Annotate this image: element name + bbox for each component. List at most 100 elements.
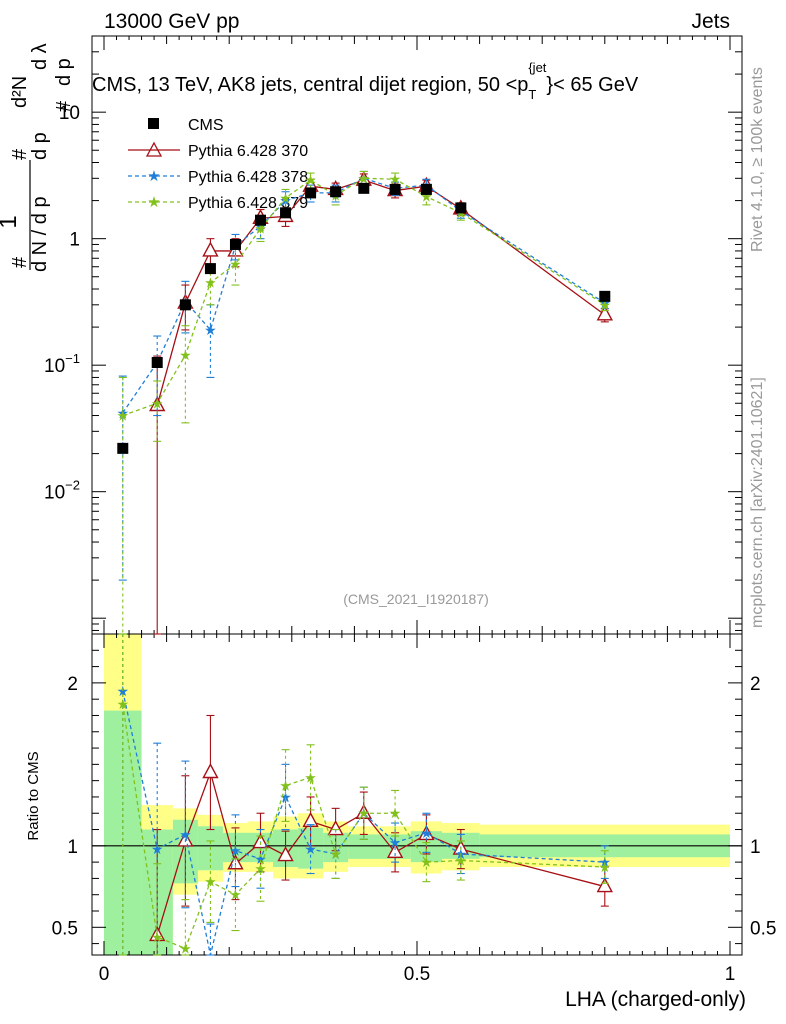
main-series-3-point: ★	[204, 275, 217, 291]
main-series-cms-point	[455, 202, 467, 214]
main-series-3-point: ★	[304, 172, 317, 188]
ratio-series-2-point: ★	[204, 874, 217, 890]
ylabel-dlam: d λ	[29, 43, 51, 70]
ratio-y-tick-label-right: 0.5	[750, 918, 776, 939]
main-y-tick-label: 1	[69, 230, 80, 251]
header-right: Jets	[691, 10, 730, 33]
ylabel-hash: #	[9, 256, 31, 268]
x-axis-label: LHA (charged-only)	[565, 988, 746, 1011]
main-series-1-line	[156, 179, 606, 406]
ylabel-dpt: d p	[29, 132, 51, 160]
legend-marker-370	[145, 141, 163, 157]
ratio-band-inner-9	[348, 834, 380, 859]
x-tick-label: 0.5	[404, 964, 430, 985]
main-ylabel: 1 # d N / d p # d²N d p # d p d λ	[0, 43, 75, 272]
ratio-series-2-point: ★	[229, 887, 242, 903]
ratio-series-1-point: ★	[151, 841, 164, 857]
main-series-2-line	[122, 177, 606, 414]
ylabel-hash2: #	[9, 148, 31, 160]
side-rivet: Rivet 4.1.0, ≥ 100k events	[749, 67, 766, 252]
ratio-series-2-point: ★	[389, 805, 402, 821]
ratio-series-2-point: ★	[254, 861, 267, 877]
legend-marker-cms	[148, 118, 159, 129]
side-mcplots: mcplots.cern.ch [arXiv:2401.10621]	[749, 377, 766, 628]
ratio-series-1-point: ★	[304, 841, 317, 857]
ratio-series-1-point: ★	[179, 826, 192, 842]
ratio-series-2-point: ★	[599, 859, 612, 875]
main-series-cms-point	[204, 263, 216, 275]
ratio-series-2-point: ★	[151, 929, 164, 945]
main-series-3-point: ★	[229, 256, 242, 272]
main-series-1-point	[596, 305, 613, 321]
plot-title: CMS, 13 TeV, AK8 jets, central dijet reg…	[92, 60, 639, 102]
legend-label-378: Pythia 6.428 378	[188, 169, 308, 186]
ratio-series-1-point: ★	[254, 851, 267, 867]
ratio-series-1-point: ★	[599, 854, 612, 870]
main-series-cms-point	[255, 214, 266, 226]
main-series-3-point: ★	[151, 395, 164, 411]
ratio-series-2-point: ★	[358, 805, 371, 821]
ratio-series-2-point: ★	[329, 846, 342, 862]
main-series-2-point: ★	[116, 405, 129, 421]
plot-title-suffix: }< 65 GeV	[546, 74, 638, 96]
ratio-series-0-point	[277, 846, 294, 862]
ratio-series-1-point: ★	[279, 789, 292, 805]
main-series-1-point	[202, 241, 219, 257]
ratio-y-tick-label-left: 2	[67, 674, 78, 695]
ratio-ylabel: Ratio to CMS	[25, 751, 42, 840]
main-series-cms-point	[305, 187, 317, 199]
header-left: 13000 GeV pp	[104, 10, 239, 33]
ratio-series-1-point: ★	[420, 825, 433, 841]
main-series-cms-point	[420, 183, 432, 195]
main-series-3-point: ★	[389, 171, 402, 187]
ratio-y-tick-label-left: 1	[67, 837, 78, 858]
ylabel-hash3: #	[53, 100, 75, 112]
ratio-y-tick-label-right: 1	[750, 837, 761, 858]
main-series-2-point: ★	[204, 322, 217, 338]
ylabel-dpt2: d p	[53, 58, 75, 86]
ratio-series-1-point: ★	[116, 683, 129, 699]
ratio-series-2-point: ★	[179, 940, 192, 956]
ratio-series-0-point	[327, 820, 344, 836]
main-series-3-point: ★	[279, 190, 292, 206]
main-series-cms-point	[358, 182, 370, 194]
plot-title-sub: T	[528, 87, 536, 102]
ratio-y-tick-label-left: 0.5	[52, 918, 78, 939]
main-series-cms-point	[330, 186, 342, 198]
ratio-frame	[91, 633, 743, 956]
main-y-tick-label: 10−2	[44, 478, 80, 504]
main-series-cms-point	[151, 356, 163, 368]
legend-marker-379: ★	[147, 194, 160, 211]
legend-label-cms: CMS	[188, 117, 224, 134]
ratio-series-1-point: ★	[389, 835, 402, 851]
analysis-ref: (CMS_2021_I1920187)	[343, 591, 489, 607]
main-y-tick-label: 10	[59, 103, 80, 124]
main-series-cms-point	[117, 442, 129, 454]
legend-label-370: Pythia 6.428 370	[188, 143, 308, 160]
main-series-3-point: ★	[116, 408, 129, 424]
ylabel-dn: d N / d p	[29, 196, 51, 272]
main-series-3-point: ★	[358, 170, 371, 186]
ylabel-d2n: d²N	[9, 76, 31, 108]
x-tick-label: 1	[725, 964, 736, 985]
ratio-series-0-point	[596, 877, 613, 893]
main-series-cms-point	[179, 299, 191, 311]
legend-marker-378: ★	[147, 168, 160, 185]
main-series-cms-point	[389, 183, 401, 195]
x-tick-label: 0	[99, 964, 110, 985]
ratio-series-2-point: ★	[279, 778, 292, 794]
ratio-series-2-point: ★	[455, 852, 468, 868]
plot-title-sup: {jet	[528, 60, 546, 75]
ratio-series-0-point	[386, 842, 404, 859]
ratio-series-2-point: ★	[304, 769, 317, 785]
ratio-series-2-line	[122, 703, 605, 950]
ratio-series-1-point: ★	[229, 843, 242, 859]
main-series-cms-point	[229, 238, 241, 250]
main-y-tick-label: 10−1	[44, 351, 80, 377]
ratio-y-tick-label-right: 2	[750, 674, 761, 695]
main-series-3-line	[122, 177, 606, 417]
ylabel-one: 1	[0, 215, 22, 228]
plot-title-prefix: CMS, 13 TeV, AK8 jets, central dijet reg…	[92, 74, 528, 96]
